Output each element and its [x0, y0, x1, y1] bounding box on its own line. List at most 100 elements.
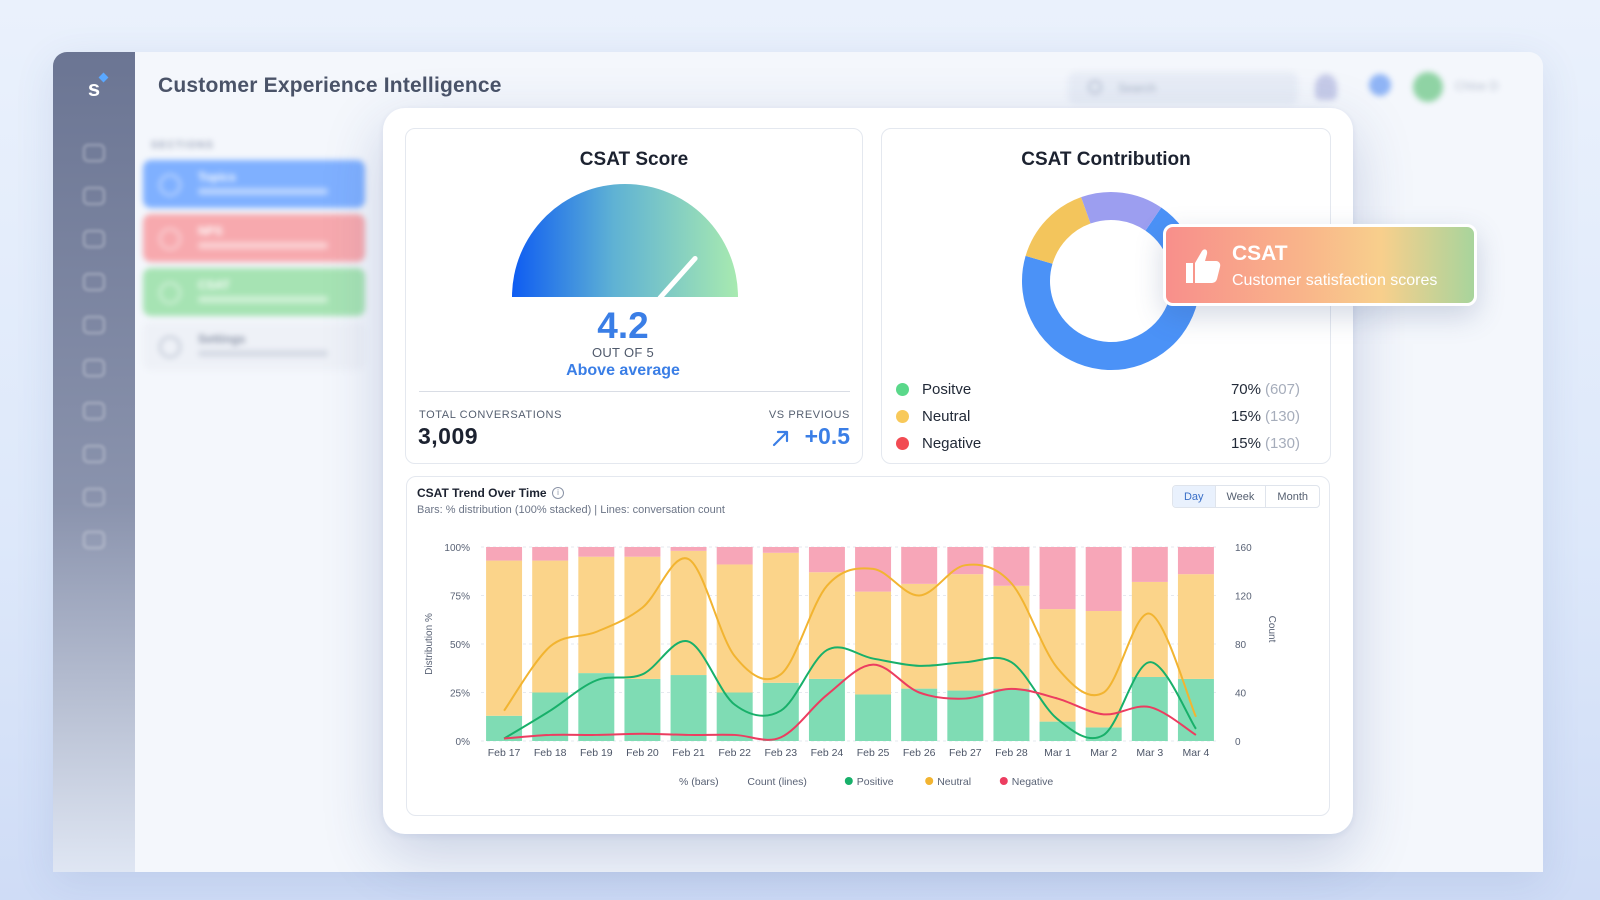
- y2-tick-label: 160: [1235, 543, 1252, 554]
- x-tick-label: Feb 17: [488, 747, 521, 759]
- bar-positive: [993, 688, 1030, 741]
- section-card-topics[interactable]: Topics: [143, 160, 365, 208]
- gauge-arc: [512, 184, 738, 297]
- user-name: Chloe D: [1455, 79, 1499, 93]
- bar-positive: [1131, 676, 1168, 741]
- section-card-settings[interactable]: Settings: [143, 322, 365, 370]
- legend-positive: Positve 70% (607): [896, 380, 1300, 400]
- bar-negative: [1131, 547, 1168, 582]
- range-week-button[interactable]: Week: [1214, 486, 1266, 507]
- settings-icon[interactable]: [83, 531, 105, 549]
- x-tick-label: Feb 22: [718, 747, 751, 759]
- section-card-nps[interactable]: NPS: [143, 214, 365, 262]
- trend-subtitle: Bars: % distribution (100% stacked) | Li…: [417, 504, 725, 516]
- csat-highlight-chip: CSAT Customer satisfaction scores: [1163, 224, 1477, 306]
- user-icon[interactable]: [1315, 74, 1337, 100]
- total-conversations-value: 3,009: [418, 423, 479, 449]
- legend-label: % (bars): [679, 776, 719, 788]
- bar-negative: [624, 547, 661, 557]
- x-tick-label: Mar 1: [1044, 747, 1071, 759]
- tag-icon[interactable]: [83, 316, 105, 334]
- range-month-button[interactable]: Month: [1265, 486, 1319, 507]
- csat-contribution-title: CSAT Contribution: [1021, 149, 1191, 170]
- bar-neutral: [716, 564, 753, 693]
- line-neutral: [503, 557, 1197, 718]
- folder-icon[interactable]: [83, 445, 105, 463]
- line-positive: [503, 640, 1197, 740]
- bar-neutral: [1177, 574, 1214, 679]
- csat-score-verdict: Above average: [566, 362, 680, 379]
- notification-icon[interactable]: [1369, 74, 1391, 96]
- legend-label: Negative: [1012, 776, 1054, 788]
- settings-small-icon: [159, 336, 181, 358]
- donut-segment-neutral: [1025, 197, 1092, 265]
- bar-positive: [670, 675, 707, 741]
- legend-swatch: [925, 777, 934, 785]
- chat-icon[interactable]: [83, 230, 105, 248]
- search-input[interactable]: Search: [1068, 72, 1298, 104]
- bar-negative: [901, 547, 938, 584]
- legend-label: Neutral: [937, 776, 971, 788]
- x-tick-label: Mar 3: [1136, 747, 1163, 759]
- nps-icon: [159, 228, 181, 250]
- legend-neutral: Neutral 15% (130): [896, 407, 1300, 427]
- bar-positive: [762, 682, 799, 741]
- range-day-button[interactable]: Day: [1172, 486, 1215, 507]
- bar-negative: [762, 547, 799, 553]
- grid-icon[interactable]: [83, 187, 105, 205]
- y2-axis-title: Count: [1266, 616, 1277, 643]
- inbox-icon[interactable]: [83, 144, 105, 162]
- chart-icon[interactable]: [83, 273, 105, 291]
- sections-label: SECTIONS: [151, 140, 215, 151]
- x-tick-label: Feb 21: [672, 747, 705, 759]
- legend-label: Count (lines): [747, 776, 807, 788]
- info-icon[interactable]: i: [552, 487, 564, 499]
- bar-negative: [1085, 547, 1122, 612]
- bar-positive: [532, 692, 569, 741]
- donut-segment-negative: [1081, 192, 1162, 231]
- bar-positive: [1039, 721, 1076, 741]
- csat-score-panel: CSAT Score 4.2 OUT OF 5 Above average TO…: [405, 128, 863, 464]
- bar-negative: [716, 547, 753, 565]
- vs-previous-label: VS PREVIOUS: [768, 409, 850, 421]
- insights-icon[interactable]: [83, 402, 105, 420]
- bar-positive: [578, 673, 615, 741]
- avatar[interactable]: [1413, 72, 1443, 102]
- positive-dot-icon: [896, 383, 909, 396]
- total-conversations-label: TOTAL CONVERSATIONS: [419, 409, 563, 421]
- y2-tick-label: 120: [1235, 592, 1252, 603]
- bar-negative: [532, 547, 569, 561]
- bar-neutral: [670, 550, 707, 676]
- app-title: Customer Experience Intelligence: [158, 74, 502, 97]
- neutral-dot-icon: [896, 410, 909, 423]
- bar-neutral: [947, 574, 984, 691]
- x-tick-label: Feb 24: [811, 747, 844, 759]
- nav-rail: s: [53, 52, 135, 872]
- x-tick-label: Mar 2: [1090, 747, 1117, 759]
- y2-tick-label: 0: [1235, 737, 1241, 748]
- trend-title: CSAT Trend Over Time: [417, 486, 547, 500]
- csat-score-title: CSAT Score: [579, 149, 689, 170]
- bar-neutral: [1085, 611, 1122, 728]
- chip-title: CSAT: [1232, 242, 1288, 265]
- x-tick-label: Feb 25: [857, 747, 890, 759]
- bell-icon[interactable]: [83, 488, 105, 506]
- bar-neutral: [901, 583, 938, 689]
- x-tick-label: Feb 28: [995, 747, 1028, 759]
- bar-positive: [855, 694, 892, 741]
- section-card-csat[interactable]: CSAT: [143, 268, 365, 316]
- legend-label: Positive: [857, 776, 894, 788]
- x-tick-label: Feb 23: [764, 747, 797, 759]
- bar-negative: [486, 547, 523, 561]
- bar-neutral: [855, 591, 892, 695]
- app-logo: s: [79, 72, 109, 104]
- bar-negative: [1177, 547, 1214, 575]
- y2-tick-label: 40: [1235, 689, 1247, 700]
- bar-neutral: [762, 552, 799, 683]
- bar-negative: [993, 547, 1030, 586]
- users-icon[interactable]: [83, 359, 105, 377]
- divider: [419, 391, 850, 392]
- csat-trend-panel: CSAT Trend Over Time i Bars: % distribut…: [406, 476, 1330, 816]
- topics-icon: [159, 174, 181, 196]
- range-toggle: Day Week Month: [1171, 485, 1320, 508]
